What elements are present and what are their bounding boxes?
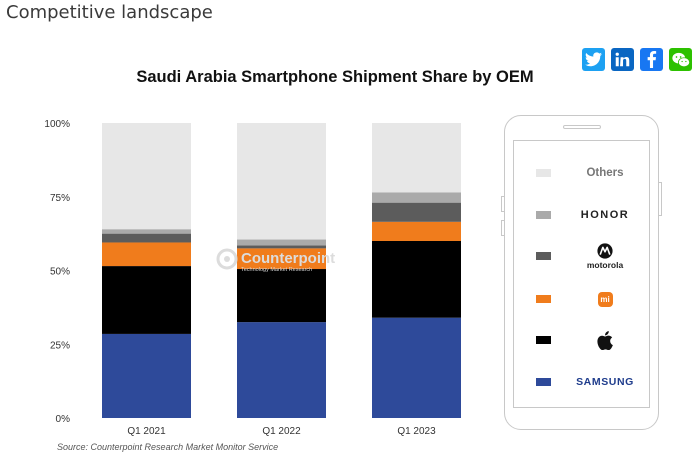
twitter-icon[interactable] <box>582 48 605 71</box>
legend-label: HONOR <box>580 209 630 221</box>
apple-icon <box>597 330 613 350</box>
bar-segment-honor <box>237 239 326 246</box>
legend-item-honor: HONOR <box>536 200 644 230</box>
legend-swatch <box>536 211 551 219</box>
legend-item-motorola: motorola <box>536 241 644 271</box>
y-tick-label: 0% <box>56 414 71 425</box>
bar-segment-apple <box>237 269 326 323</box>
chart-source: Source: Counterpoint Research Market Mon… <box>57 442 279 452</box>
legend-item-xiaomi: mi <box>536 284 644 314</box>
bar-segment-samsung <box>372 317 461 418</box>
chart-plot: Counterpoint Technology Market Research … <box>44 119 461 437</box>
watermark-tagline: Technology Market Research <box>241 267 312 273</box>
x-tick-label: Q1 2023 <box>397 426 436 437</box>
bar-segment-xiaomi <box>102 242 191 267</box>
xiaomi-icon: mi <box>597 291 613 307</box>
bar-segment-honor <box>372 192 461 203</box>
bar-segment-apple <box>102 266 191 334</box>
bar-segment-apple <box>372 241 461 318</box>
legend-swatch <box>536 336 551 344</box>
motorola-icon <box>597 242 613 259</box>
legend-swatch <box>536 169 551 177</box>
section-heading: Competitive landscape <box>6 2 213 23</box>
bar-segment-others <box>372 123 461 193</box>
share-bar <box>582 48 692 71</box>
bar-segment-motorola <box>237 245 326 249</box>
legend-swatch <box>536 295 551 303</box>
wechat-icon[interactable] <box>669 48 692 71</box>
linkedin-icon[interactable] <box>611 48 634 71</box>
chart-title: Saudi Arabia Smartphone Shipment Share b… <box>136 68 534 86</box>
legend-label: SAMSUNG <box>576 376 634 388</box>
bar-segment-xiaomi <box>237 248 326 270</box>
legend-item-samsung: SAMSUNG <box>536 367 644 397</box>
bar-segment-samsung <box>237 322 326 418</box>
legend-swatch <box>536 252 551 260</box>
y-tick-label: 50% <box>50 267 70 278</box>
y-tick-label: 100% <box>44 119 70 130</box>
bar-segment-motorola <box>372 202 461 222</box>
phone-side-button <box>659 182 662 216</box>
watermark: Counterpoint Technology Market Research <box>216 248 335 273</box>
legend-swatch <box>536 378 551 386</box>
legend-label: motorola <box>586 259 624 270</box>
bar-segment-xiaomi <box>372 221 461 241</box>
bar-segment-honor <box>102 229 191 234</box>
phone-side-button <box>501 220 504 236</box>
x-tick-label: Q1 2021 <box>127 426 166 437</box>
legend-label: Others <box>586 167 624 179</box>
facebook-icon[interactable] <box>640 48 663 71</box>
motorola-logo: motorola <box>566 242 644 270</box>
bar-segment-samsung <box>102 333 191 418</box>
bar-segment-motorola <box>102 233 191 243</box>
legend-phone-frame: Others HONOR motorola mi <box>501 115 662 430</box>
y-tick-label: 25% <box>50 340 70 351</box>
bar-segment-others <box>237 123 326 240</box>
watermark-name: Counterpoint <box>241 250 335 267</box>
bar-segment-others <box>102 123 191 230</box>
legend-item-apple <box>536 325 644 355</box>
phone-side-button <box>501 196 504 212</box>
chart-legend: Others HONOR motorola mi <box>513 140 650 408</box>
x-tick-label: Q1 2022 <box>262 426 301 437</box>
y-tick-label: 75% <box>50 193 70 204</box>
legend-item-others: Others <box>536 158 644 188</box>
phone-speaker <box>563 125 601 129</box>
